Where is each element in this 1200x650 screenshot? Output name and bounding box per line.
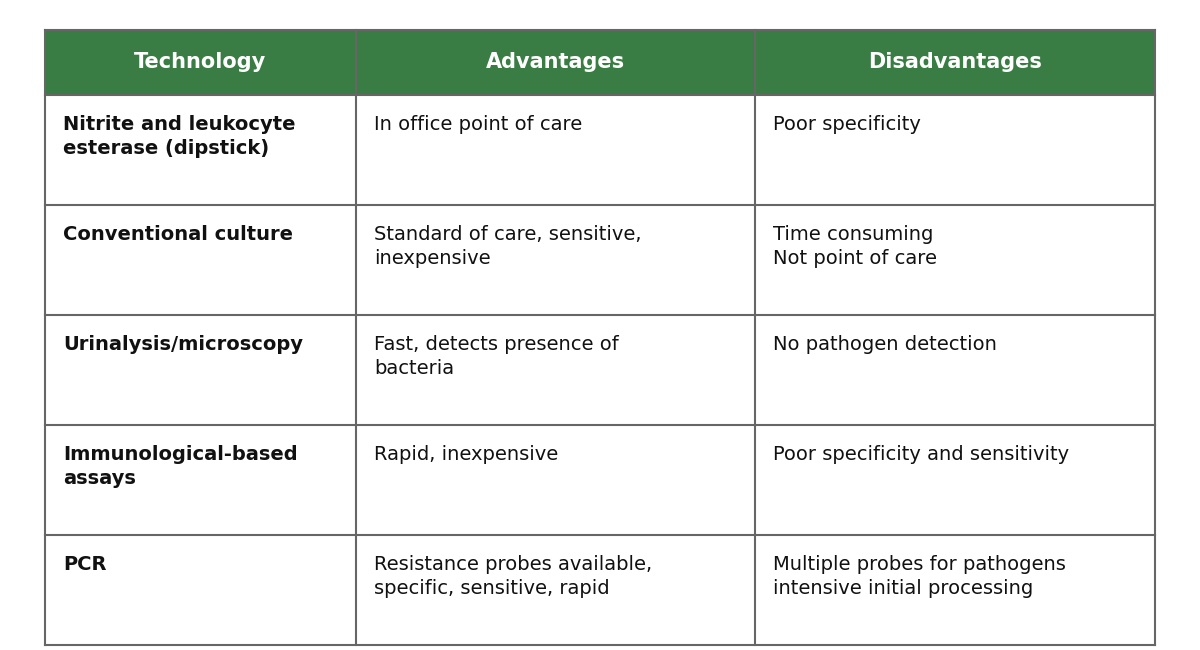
Bar: [756, 315, 1154, 425]
Text: Time consuming
Not point of care: Time consuming Not point of care: [774, 225, 937, 268]
Bar: [46, 205, 356, 315]
Text: Multiple probes for pathogens
intensive initial processing: Multiple probes for pathogens intensive …: [774, 555, 1067, 598]
Bar: [756, 205, 1154, 315]
Text: Rapid, inexpensive: Rapid, inexpensive: [374, 445, 558, 464]
Bar: [356, 425, 756, 535]
Bar: [46, 535, 356, 645]
Bar: [756, 425, 1154, 535]
Bar: [46, 425, 356, 535]
Bar: [756, 535, 1154, 645]
Bar: [756, 95, 1154, 205]
Bar: [46, 315, 356, 425]
Bar: [356, 95, 756, 205]
Text: No pathogen detection: No pathogen detection: [774, 335, 997, 354]
Text: Conventional culture: Conventional culture: [64, 225, 293, 244]
Bar: [756, 30, 1154, 95]
Text: PCR: PCR: [64, 555, 107, 574]
Text: Fast, detects presence of
bacteria: Fast, detects presence of bacteria: [374, 335, 618, 378]
Text: In office point of care: In office point of care: [374, 115, 582, 134]
Text: Poor specificity and sensitivity: Poor specificity and sensitivity: [774, 445, 1069, 464]
Bar: [356, 30, 756, 95]
Bar: [356, 205, 756, 315]
Text: Standard of care, sensitive,
inexpensive: Standard of care, sensitive, inexpensive: [374, 225, 641, 268]
Text: Poor specificity: Poor specificity: [774, 115, 922, 134]
Bar: [46, 30, 356, 95]
Bar: [356, 315, 756, 425]
Text: Nitrite and leukocyte
esterase (dipstick): Nitrite and leukocyte esterase (dipstick…: [64, 115, 295, 158]
Bar: [356, 535, 756, 645]
Text: Disadvantages: Disadvantages: [869, 53, 1042, 73]
Bar: [46, 95, 356, 205]
Text: Resistance probes available,
specific, sensitive, rapid: Resistance probes available, specific, s…: [374, 555, 652, 598]
Text: Advantages: Advantages: [486, 53, 625, 73]
Text: Immunological-based
assays: Immunological-based assays: [64, 445, 298, 488]
Text: Urinalysis/microscopy: Urinalysis/microscopy: [64, 335, 302, 354]
Text: Technology: Technology: [134, 53, 266, 73]
